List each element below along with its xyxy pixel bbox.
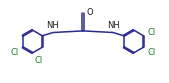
Text: Cl: Cl xyxy=(34,56,42,65)
Text: Cl: Cl xyxy=(10,48,18,57)
Text: Cl: Cl xyxy=(148,48,156,57)
Text: Cl: Cl xyxy=(148,28,156,37)
Text: NH: NH xyxy=(46,21,59,30)
Text: O: O xyxy=(86,8,93,17)
Text: NH: NH xyxy=(107,21,119,30)
